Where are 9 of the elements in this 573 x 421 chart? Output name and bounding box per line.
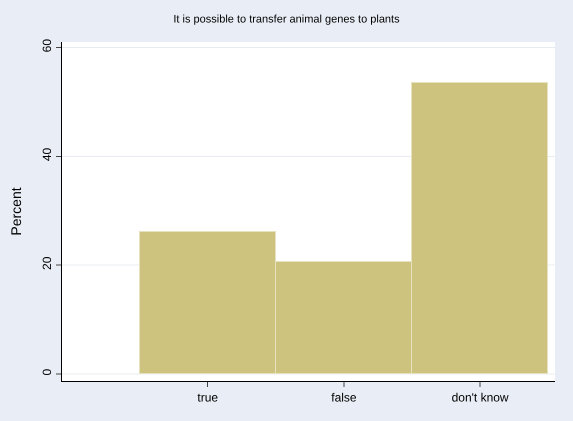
- x-tick-label: true: [197, 390, 218, 404]
- x-tick-label: don't know: [452, 390, 509, 404]
- y-tick-label: 40: [40, 147, 54, 162]
- y-axis-title: Percent: [8, 187, 24, 236]
- chart-title: It is possible to transfer animal genes to plants: [173, 13, 400, 26]
- y-tick-label: 20: [40, 256, 54, 270]
- y-tick-label: 0: [40, 368, 54, 376]
- x-tick-label: false: [331, 390, 357, 404]
- y-tick-label: 60: [40, 38, 54, 52]
